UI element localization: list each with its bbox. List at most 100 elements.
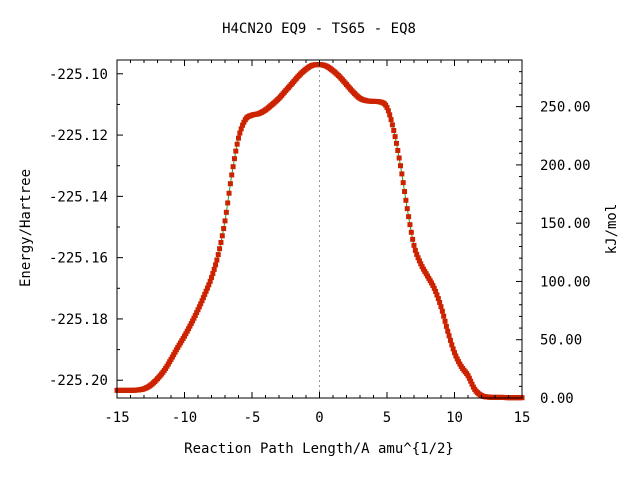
x-tick-label: -10 [172,410,197,426]
data-point [389,122,395,128]
data-point [447,337,453,343]
data-point [234,141,240,147]
data-point [407,222,413,228]
data-point [454,356,460,362]
data-point [410,236,416,242]
data-point [237,130,243,136]
data-point [418,261,424,267]
y-tick-label: -225.18 [49,312,108,328]
data-point [387,112,393,118]
data-point [393,140,399,146]
data-point [414,251,420,257]
x-tick-label: 0 [315,410,323,426]
data-point [203,288,209,294]
data-point [238,126,244,132]
data-point [225,200,231,206]
data-point [411,242,417,248]
data-point [442,318,448,324]
data-point [395,147,401,153]
y-tick-label: -225.20 [49,373,108,389]
y-tick-label: -225.10 [49,67,108,83]
data-point [396,155,402,161]
data-point [435,296,441,302]
data-point [202,291,208,297]
data-point [392,134,398,140]
axes: -15 -10 -5 0 5 10 15 -225.10 -225.12 -225.14 -225.… [49,59,591,426]
data-point [191,315,197,321]
y2-tick-label: 150.00 [540,216,591,232]
y-axis-label: Energy/Hartree [18,169,34,287]
data-point [449,342,455,348]
data-point [240,122,246,128]
x-axis-label: Reaction Path Length/A amu^{1/2} [184,441,454,457]
data-point [233,148,239,154]
data-point [188,321,194,327]
y-tick-label: -225.14 [49,189,108,205]
data-point [211,266,217,272]
data-point [204,285,210,291]
data-point [199,298,205,304]
data-point [439,308,445,314]
data-point [466,375,472,381]
data-point [398,163,403,169]
y2-axis-label: kJ/mol [604,204,620,255]
data-point [434,292,440,298]
data-point [231,156,237,162]
data-point [218,239,224,245]
data-point [450,346,456,352]
data-point [214,257,220,263]
data-point [210,271,216,277]
data-point [468,378,474,384]
data-point [400,180,406,186]
data-point [384,105,390,110]
data-point [437,300,443,306]
data-point [399,171,405,177]
data-point [430,282,436,288]
data-point [196,304,202,310]
data-point [391,127,397,133]
y2-tick-label: 100.00 [540,274,591,290]
data-point [227,181,233,187]
data-point [445,328,451,334]
data-point [184,328,190,334]
data-point [443,323,449,329]
data-point [226,190,232,196]
data-point [408,229,414,235]
data-point [219,233,225,239]
data-point [221,226,227,232]
data-point [187,323,193,329]
data-point [186,326,192,332]
data-point [433,288,439,294]
data-point [388,117,394,123]
y2-tick-label: 50.00 [540,333,582,349]
data-point [223,209,229,215]
data-point [412,247,418,253]
data-point [217,246,223,252]
plot-area [114,60,525,401]
data-point [229,172,235,178]
data-point [198,301,204,307]
data-point [453,353,459,359]
y2-tick-label: 0.00 [540,391,574,407]
data-point [194,310,200,316]
data-point [385,108,391,114]
data-point [404,206,410,212]
data-point [213,262,219,268]
x-tick-label: 10 [446,410,463,426]
data-point [195,307,201,313]
data-point [209,275,214,281]
data-point [236,135,241,141]
data-point [402,189,408,195]
x-tick-label: -15 [104,410,129,426]
y-tick-label: -225.12 [49,128,108,144]
chart-title: H4CN2O EQ9 - TS65 - EQ8 [222,21,416,37]
data-point [230,164,236,170]
data-point [215,252,221,258]
data-point [465,373,471,379]
data-point [446,333,452,339]
data-point [438,304,444,310]
y-tick-label: -225.16 [49,251,108,267]
data-point [452,350,457,356]
data-point [207,278,213,284]
